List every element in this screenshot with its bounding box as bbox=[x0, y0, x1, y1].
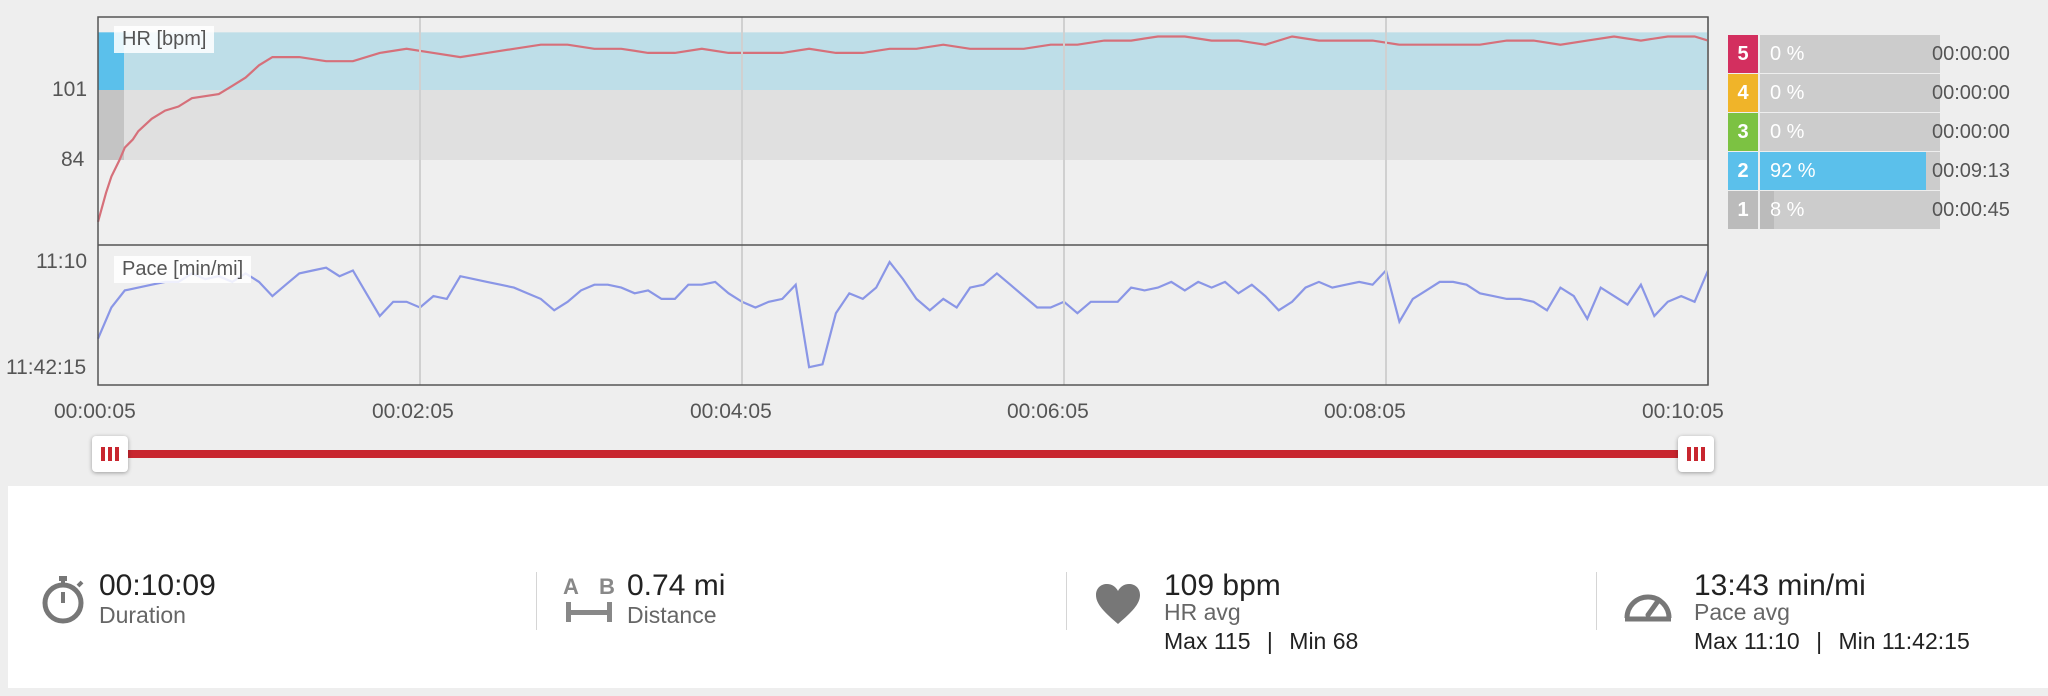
hr-sep: | bbox=[1266, 628, 1273, 654]
stat-distance: A B 0.74 mi Distance bbox=[538, 486, 1068, 688]
zone-bar: 8 % bbox=[1760, 191, 1940, 229]
pace-plot-background bbox=[98, 245, 1708, 385]
stats-panel: 00:10:09 Duration A B 0.74 mi Distance 1… bbox=[8, 486, 2048, 688]
distance-icon-b: B bbox=[599, 574, 615, 599]
stat-divider bbox=[1596, 572, 1597, 630]
pace-avg-value: 13:43 min/mi bbox=[1694, 569, 1866, 602]
zone-number: 3 bbox=[1728, 113, 1758, 151]
hr-avg-label: HR avg bbox=[1164, 599, 1241, 625]
hr-max: Max 115 bbox=[1164, 628, 1251, 654]
hr-min: Min 68 bbox=[1289, 628, 1359, 654]
stopwatch-icon bbox=[42, 576, 84, 624]
hr-tick-84: 84 bbox=[61, 148, 85, 171]
zone-percent: 8 % bbox=[1770, 199, 1805, 221]
zone-percent: 0 % bbox=[1770, 82, 1805, 104]
stat-pace: 13:43 min/mi Pace avg Max 11:10 | Min 11… bbox=[1598, 486, 2048, 688]
grip-icon bbox=[1687, 447, 1705, 461]
x-tick-label: 00:02:05 bbox=[372, 400, 454, 423]
chart-area: HR [bpm] 101 84 Pace [min/mi] 11:10 11:4… bbox=[6, 16, 1724, 423]
x-tick-label: 00:04:05 bbox=[690, 400, 772, 423]
zone-time: 00:00:00 bbox=[1932, 121, 2010, 143]
duration-label: Duration bbox=[99, 602, 186, 628]
pace-tick-bottom: 11:42:15 bbox=[6, 356, 87, 379]
distance-value: 0.74 mi bbox=[627, 569, 726, 602]
zone-bar-fill bbox=[1760, 191, 1774, 229]
speedometer-icon bbox=[1624, 594, 1672, 622]
zone-bar: 92 % bbox=[1760, 152, 1940, 190]
pace-series-line bbox=[96, 259, 1710, 369]
chart-gridlines bbox=[97, 16, 1709, 386]
zone-percent: 92 % bbox=[1770, 160, 1816, 182]
pace-chart-title: Pace [min/mi] bbox=[114, 256, 252, 283]
hr-chart-title: HR [bpm] bbox=[114, 26, 215, 53]
distance-icon-a: A bbox=[563, 574, 579, 599]
pace-sep: | bbox=[1816, 628, 1823, 654]
stat-hr: 109 bpm HR avg Max 115 | Min 68 bbox=[1068, 486, 1598, 688]
pace-avg-label: Pace avg bbox=[1694, 599, 1790, 625]
stat-divider bbox=[536, 572, 537, 630]
hr-min-max: Max 115 | Min 68 bbox=[1164, 628, 1358, 655]
stat-divider bbox=[1066, 572, 1067, 630]
slider-handle-start[interactable] bbox=[92, 436, 128, 472]
x-tick-label: 00:00:05 bbox=[54, 400, 136, 423]
x-tick-label: 00:08:05 bbox=[1324, 400, 1406, 423]
charts-svg bbox=[96, 16, 1710, 386]
zone-percent: 0 % bbox=[1770, 43, 1805, 65]
chart-frame bbox=[97, 16, 1709, 386]
pace-max: Max 11:10 bbox=[1694, 628, 1800, 654]
zone-number: 4 bbox=[1728, 74, 1758, 112]
x-tick-label: 00:10:05 bbox=[1642, 400, 1724, 423]
zone-bar-fill bbox=[1760, 152, 1926, 190]
zone-bar: 0 % bbox=[1760, 35, 1940, 73]
zone-time: 00:00:00 bbox=[1932, 43, 2010, 65]
zone-number: 2 bbox=[1728, 152, 1758, 190]
pace-tick-top: 11:10 bbox=[36, 250, 87, 273]
zone-time: 00:00:00 bbox=[1932, 82, 2010, 104]
distance-ab-icon: A B bbox=[563, 574, 615, 624]
pace-chart bbox=[96, 245, 1710, 385]
distance-label: Distance bbox=[627, 602, 717, 628]
slider-track[interactable] bbox=[108, 450, 1698, 458]
pace-min: Min 11:42:15 bbox=[1838, 628, 1970, 654]
zone-number: 5 bbox=[1728, 35, 1758, 73]
hr-tick-101: 101 bbox=[52, 78, 88, 101]
x-tick-label: 00:06:05 bbox=[1007, 400, 1089, 423]
hr-zone-1-band bbox=[98, 90, 1708, 160]
grip-icon bbox=[101, 447, 119, 461]
time-range-slider[interactable] bbox=[92, 436, 1714, 472]
hr-zone-1-indicator bbox=[98, 90, 124, 160]
zone-number: 1 bbox=[1728, 191, 1758, 229]
hr-series-line bbox=[96, 35, 1709, 223]
stat-duration: 00:10:09 Duration bbox=[8, 486, 538, 688]
hr-zone-2-band bbox=[98, 32, 1708, 90]
pace-min-max: Max 11:10 | Min 11:42:15 bbox=[1694, 628, 1970, 655]
duration-value: 00:10:09 bbox=[99, 569, 216, 602]
hr-chart bbox=[96, 17, 1709, 244]
zone-bar: 0 % bbox=[1760, 74, 1940, 112]
hr-avg-value: 109 bpm bbox=[1164, 569, 1281, 602]
zone-time: 00:00:45 bbox=[1932, 199, 2010, 221]
heart-icon bbox=[1096, 584, 1140, 624]
zone-time: 00:09:13 bbox=[1932, 160, 2010, 182]
slider-handle-end[interactable] bbox=[1678, 436, 1714, 472]
zone-percent: 0 % bbox=[1770, 121, 1805, 143]
zone-bar: 0 % bbox=[1760, 113, 1940, 151]
